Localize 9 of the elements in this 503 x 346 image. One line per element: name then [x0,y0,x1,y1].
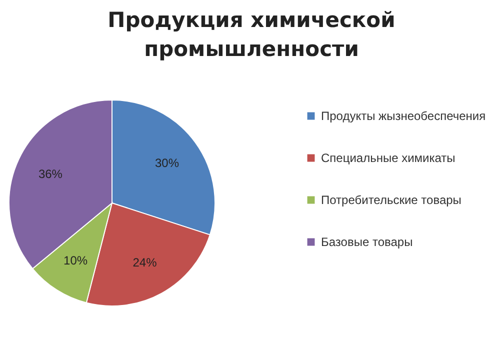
legend-label: Специальные химикаты [321,151,456,165]
data-label: 30% [155,156,180,170]
data-label: 10% [64,253,88,268]
legend-label: Базовые товары [321,235,413,249]
data-label: 24% [132,256,158,270]
data-label: 36% [38,167,63,182]
chart-title: Продукция химической промышленности [108,8,396,61]
legend-label: Потребительские товары [321,193,462,207]
legend-label: Продукты жызнеобеспечения [321,109,486,123]
